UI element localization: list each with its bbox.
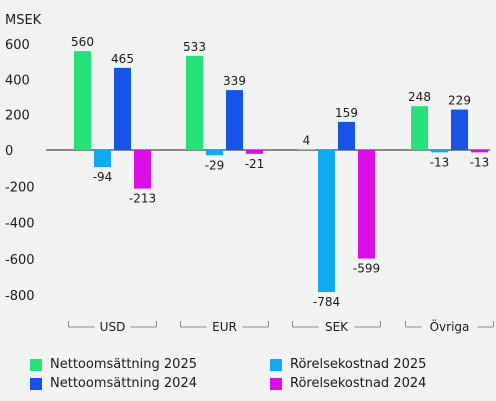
category-label: SEK — [325, 320, 349, 334]
data-label: 229 — [448, 94, 471, 108]
bar — [471, 150, 488, 153]
data-label: 248 — [408, 90, 431, 104]
y-tick-label: 0 — [5, 144, 13, 159]
data-label: 533 — [183, 40, 206, 54]
bar — [246, 150, 263, 154]
category-label: Övriga — [430, 318, 470, 334]
legend-label: Rörelsekostnad 2025 — [290, 357, 427, 372]
data-label: -29 — [205, 158, 225, 172]
legend-item-nettoomsattning-2024: Nettoomsättning 2024 — [30, 376, 197, 391]
y-axis-ticks: 600 400 200 0 -200 -400 -600 -800 — [5, 38, 35, 304]
y-tick-label: 600 — [5, 38, 30, 53]
legend-swatch — [270, 377, 282, 390]
legend-swatch — [270, 358, 282, 371]
y-tick-label: -800 — [5, 289, 35, 304]
y-tick-label: 200 — [5, 109, 30, 124]
data-label: 560 — [71, 35, 94, 49]
data-label: -599 — [353, 262, 380, 276]
legend-swatch — [30, 358, 42, 371]
data-label: 4 — [303, 133, 311, 147]
legend-item-rorelsekostnad-2025: Rörelsekostnad 2025 — [270, 357, 426, 372]
legend-swatch — [30, 377, 42, 390]
bar — [358, 150, 375, 259]
bar — [74, 51, 91, 150]
bars — [74, 51, 488, 293]
data-label: -21 — [245, 157, 265, 171]
data-label: -213 — [129, 192, 156, 206]
category-label: USD — [100, 320, 126, 334]
data-label: 159 — [335, 106, 358, 120]
legend-item-nettoomsattning-2025: Nettoomsättning 2025 — [30, 357, 197, 372]
bar — [114, 67, 131, 150]
bar — [338, 121, 355, 150]
y-tick-label: -400 — [5, 217, 35, 232]
legend-label: Rörelsekostnad 2024 — [290, 376, 427, 391]
bar — [206, 150, 223, 156]
legend-label: Nettoomsättning 2025 — [50, 357, 197, 372]
bar — [431, 150, 448, 153]
bar — [411, 106, 428, 150]
legend-item-rorelsekostnad-2024: Rörelsekostnad 2024 — [270, 376, 426, 391]
bar — [451, 109, 468, 150]
y-tick-label: -600 — [5, 253, 35, 268]
data-label: -13 — [470, 155, 490, 169]
data-label: -13 — [430, 155, 450, 169]
x-axis-categories: USD EUR SEK Övriga — [68, 318, 494, 334]
data-label: -784 — [313, 295, 340, 309]
bar — [298, 149, 315, 150]
legend-label: Nettoomsättning 2024 — [50, 376, 197, 391]
category-label: EUR — [212, 320, 237, 334]
y-axis-label: MSEK — [5, 13, 42, 28]
data-label: 465 — [111, 52, 134, 66]
data-label: 339 — [223, 74, 246, 88]
bar — [186, 55, 203, 150]
y-tick-label: -200 — [5, 180, 35, 195]
bar — [134, 150, 151, 189]
data-label: -94 — [93, 170, 113, 184]
data-labels: 560 533 4 248 -94 -29 -784 -13 465 339 159 229 -213 -… — [71, 35, 489, 309]
y-tick-label: 400 — [5, 73, 30, 88]
bar — [318, 150, 335, 293]
bar — [226, 90, 243, 150]
bar — [94, 150, 111, 168]
